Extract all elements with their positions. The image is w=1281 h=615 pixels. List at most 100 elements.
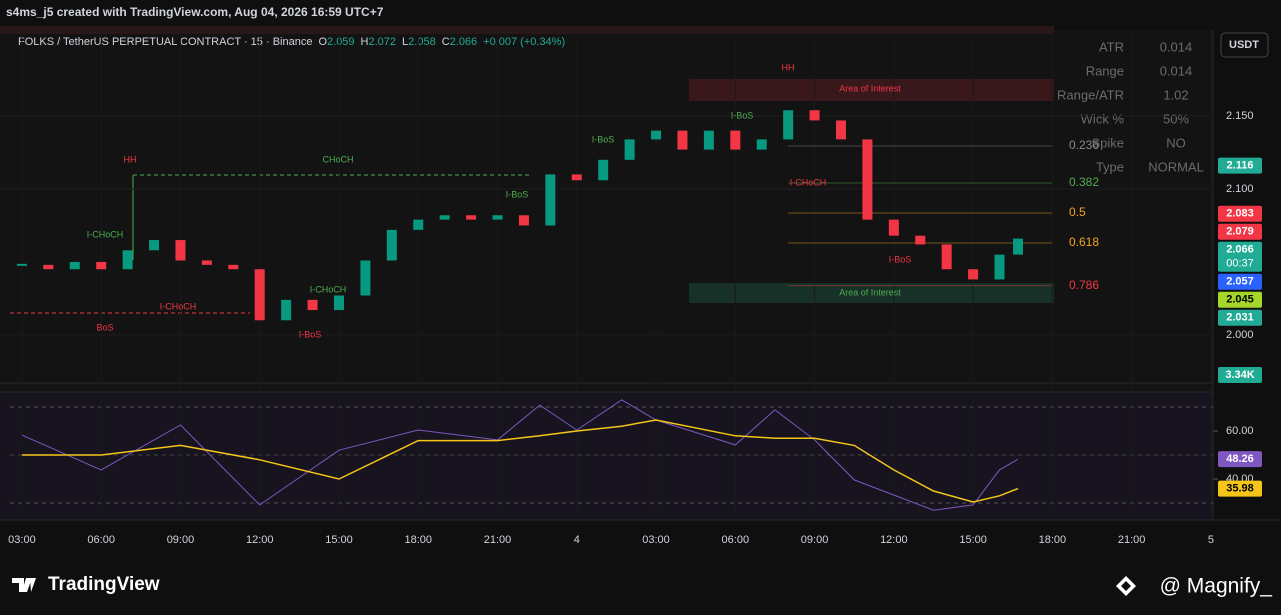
brand-logo	[12, 578, 36, 592]
top-zone	[0, 26, 1054, 34]
candle	[439, 215, 450, 220]
structure-label: I-CHoCH	[87, 229, 124, 239]
price-tag-label: 35.98	[1226, 483, 1254, 495]
author: @ Magnify_	[1160, 575, 1273, 598]
candle	[466, 215, 477, 220]
structure-label: BoS	[96, 322, 113, 332]
price-tag	[1218, 223, 1262, 240]
x-tick-label: 12:00	[880, 534, 908, 546]
candle	[545, 174, 556, 226]
stat-label: Range/ATR	[1057, 87, 1124, 102]
structure-label: HH	[124, 154, 137, 164]
price-tag	[1218, 480, 1262, 497]
high-value: 2.072	[369, 36, 397, 48]
price-tag	[1218, 273, 1262, 290]
volume-tag	[1218, 367, 1262, 383]
price-tag-label: 2.045	[1226, 294, 1254, 306]
candle	[386, 229, 397, 261]
demand-zone	[689, 283, 1054, 303]
structure-label: I-BoS	[299, 329, 322, 339]
structure-label: I-CHoCH	[160, 301, 197, 311]
stat-label: ATR	[1099, 39, 1124, 54]
footer: TradingView @ Magnify_	[12, 574, 1272, 598]
candle	[254, 269, 265, 321]
x-tick-label: 06:00	[87, 534, 115, 546]
candle	[96, 261, 107, 270]
symbol: FOLKS / TetherUS PERPETUAL CONTRACT · 15…	[18, 36, 312, 48]
price-tag-label: 2.066	[1226, 244, 1254, 256]
volume-tag-label: 3.34K	[1225, 369, 1254, 381]
stat-label: Type	[1096, 159, 1124, 174]
candle	[730, 130, 741, 150]
candle	[994, 254, 1005, 280]
stat-label: Spike	[1091, 135, 1124, 150]
x-tick-label: 09:00	[167, 534, 195, 546]
candle	[1013, 238, 1024, 255]
x-tick-label: 18:00	[404, 534, 432, 546]
x-tick-label: 21:00	[484, 534, 512, 546]
candle	[413, 219, 424, 230]
currency-button[interactable]: USDT	[1220, 32, 1269, 58]
candle	[624, 139, 635, 160]
candle	[651, 130, 662, 140]
y-tick-label: 2.150	[1226, 110, 1254, 122]
candle	[149, 240, 160, 251]
rsi-background	[0, 392, 1213, 520]
candle	[783, 110, 794, 140]
price-tag-label: 2.083	[1226, 208, 1254, 220]
structure-label: I-BoS	[506, 189, 529, 199]
x-tick-label: 18:00	[1039, 534, 1067, 546]
structure-label: Area of Interest	[839, 287, 901, 297]
fib-label: 0.236	[1069, 138, 1099, 152]
y-tick-label: 2.100	[1226, 183, 1254, 195]
structure-label: I-BoS	[889, 254, 912, 264]
stat-value: NO	[1166, 135, 1186, 150]
price-tag	[1218, 241, 1262, 272]
x-tick-label: 09:00	[801, 534, 829, 546]
candle	[756, 139, 767, 150]
structure-label: I-BoS	[592, 134, 615, 144]
structure-label: Area of Interest	[839, 83, 901, 93]
open-value: 2.059	[327, 36, 355, 48]
x-tick-label: 15:00	[959, 534, 987, 546]
price-tag-label: 2.057	[1226, 276, 1254, 288]
button-label[interactable]: USDT	[1229, 39, 1259, 51]
x-tick-label: 06:00	[722, 534, 750, 546]
candle	[598, 159, 609, 181]
fib-label: 0.382	[1069, 175, 1099, 189]
x-tick-label: 12:00	[246, 534, 274, 546]
candle	[915, 235, 926, 245]
candle	[333, 295, 344, 311]
y-tick-label: 2.000	[1226, 329, 1254, 341]
x-tick-label: 5	[1208, 534, 1214, 546]
close-value: 2.066	[450, 36, 478, 48]
candle	[518, 215, 529, 226]
fib-label: 0.786	[1069, 278, 1099, 292]
x-tick-label: 21:00	[1118, 534, 1146, 546]
low-label: L	[402, 36, 408, 48]
button-frame[interactable]	[1220, 32, 1269, 58]
price-tag	[1218, 205, 1262, 222]
price-tag	[1218, 309, 1262, 326]
candle	[888, 219, 899, 236]
price-tag	[1218, 291, 1262, 308]
high-label: H	[361, 36, 369, 48]
candle	[201, 260, 212, 265]
credit: s4ms_j5 created with TradingView.com, Au…	[6, 5, 384, 19]
rsi-line	[21, 399, 1019, 511]
price-tag-note: 00:37	[1226, 258, 1254, 270]
price-tag-label: 48.26	[1226, 453, 1254, 465]
y-tick-label: 60.00	[1226, 425, 1254, 437]
candle	[941, 244, 952, 270]
stat-label: Wick %	[1081, 111, 1125, 126]
brand: TradingView	[48, 574, 160, 595]
stat-value: 0.014	[1160, 63, 1193, 78]
x-tick-label: 4	[574, 534, 580, 546]
candle	[968, 269, 979, 280]
change: +0.007 (+0.34%)	[483, 36, 565, 48]
x-tick-label: 03:00	[8, 534, 36, 546]
structure-label: I-CHoCH	[310, 284, 347, 294]
price-tag	[1218, 451, 1262, 468]
stat-label: Range	[1086, 63, 1124, 78]
